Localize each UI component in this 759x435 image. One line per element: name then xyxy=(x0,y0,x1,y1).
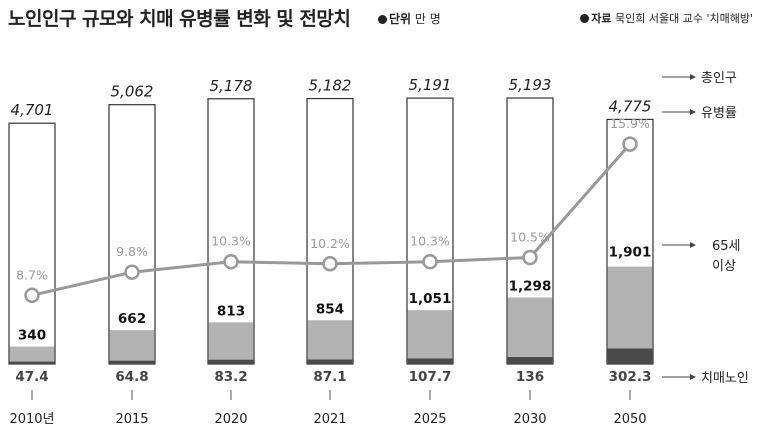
prevalence-marker xyxy=(223,253,239,270)
total-arrow-icon xyxy=(690,74,696,80)
legend-elderly-line2: 이상 xyxy=(712,259,736,274)
year-label: 2015 xyxy=(115,412,148,427)
legend-rate: 유병률 xyxy=(701,106,737,121)
total-population-label: 4,701 xyxy=(11,101,54,119)
total-population-label: 5,182 xyxy=(309,77,352,95)
prevalence-marker xyxy=(24,287,40,304)
prevalence-label: 9.8% xyxy=(116,244,148,259)
dementia-population-bar xyxy=(208,359,254,364)
dementia-population-label: 47.4 xyxy=(15,369,48,385)
prevalence-marker xyxy=(422,253,438,270)
dementia-population-bar xyxy=(9,361,55,364)
total-population-label: 5,193 xyxy=(509,76,552,94)
total-population-label: 5,178 xyxy=(210,77,253,95)
elderly-population-bar xyxy=(407,310,453,364)
total-population-label: 4,775 xyxy=(609,97,652,115)
elderly-population-label: 1,051 xyxy=(409,291,452,307)
elderly-population-label: 1,901 xyxy=(609,245,652,261)
elderly-population-bar xyxy=(307,320,353,364)
elderly-population-label: 662 xyxy=(118,311,146,327)
year-label: 2010년 xyxy=(9,412,54,427)
prevalence-label: 10.5% xyxy=(510,230,550,245)
prevalence-label: 8.7% xyxy=(16,267,48,282)
bullet-icon xyxy=(580,14,590,23)
legend-total: 총인구 xyxy=(701,71,737,86)
unit-note: 단위 만 명 xyxy=(378,10,441,27)
dementia-population-label: 107.7 xyxy=(409,369,452,385)
prevalence-marker xyxy=(522,249,538,266)
unit-value: 만 명 xyxy=(414,12,441,26)
rate-arrow-icon xyxy=(690,109,696,115)
elderly-population-bar xyxy=(9,346,55,364)
year-label: 2050 xyxy=(613,412,646,427)
elderly-population-label: 854 xyxy=(316,301,344,317)
dementia-population-bar xyxy=(607,348,653,364)
unit-label: 단위 xyxy=(389,12,412,26)
year-label: 2021 xyxy=(313,412,346,427)
year-label: 2025 xyxy=(413,412,446,427)
legend-elderly-line1: 65세 xyxy=(712,239,741,254)
total-population-label: 5,062 xyxy=(111,83,154,101)
chart-title: 노인인구 규모와 치매 유병률 변화 및 전망치 xyxy=(8,8,351,30)
source-label: 자료 xyxy=(591,12,612,25)
prevalence-line-group: 8.7% 9.8% 10.3% 10.2% 10.3% 10.5% 15.9% xyxy=(16,116,650,304)
year-label: 2020 xyxy=(214,412,247,427)
elderly-population-bar xyxy=(208,322,254,364)
source-note: 자료 묵인희 서울대 교수 '치매해방' xyxy=(580,10,753,26)
dementia-population-label: 302.3 xyxy=(609,369,652,385)
dementia-population-label: 64.8 xyxy=(115,369,148,385)
bullet-icon xyxy=(378,15,387,24)
dementia-arrow-icon xyxy=(690,374,696,380)
elderly-population-label: 340 xyxy=(18,328,46,344)
elderly-population-label: 813 xyxy=(217,303,245,319)
label-group: 4,701 340 47.4 2010년 5,062 662 64.8 2015 5,178 81… xyxy=(9,76,651,427)
elderly-population-bar xyxy=(607,266,653,364)
elderly-arrow-icon xyxy=(690,242,696,248)
prevalence-label: 10.2% xyxy=(310,236,350,251)
dementia-population-bar xyxy=(407,358,453,364)
dementia-population-bar xyxy=(307,359,353,364)
elderly-population-bar xyxy=(507,297,553,364)
prevalence-label: 10.3% xyxy=(211,234,251,249)
dementia-population-label: 83.2 xyxy=(214,369,247,385)
prevalence-label: 10.3% xyxy=(410,234,450,249)
legend-dementia: 치매노인 xyxy=(701,371,749,386)
year-label: 2030 xyxy=(513,412,546,427)
prevalence-marker xyxy=(322,256,338,272)
chart-header: 노인인구 규모와 치매 유병률 변화 및 전망치 단위 만 명 자료 묵인희 서… xyxy=(8,4,753,30)
source-value: 묵인희 서울대 교수 '치매해방' xyxy=(615,12,753,25)
dementia-population-bar xyxy=(507,357,553,364)
prevalence-marker xyxy=(622,136,638,152)
bar-group xyxy=(8,97,654,365)
dementia-population-bar xyxy=(109,360,155,364)
prevalence-label: 15.9% xyxy=(610,116,650,131)
dementia-population-label: 87.1 xyxy=(313,369,346,385)
total-population-bar xyxy=(8,122,56,365)
elderly-population-label: 1,298 xyxy=(509,279,552,295)
elderly-population-bar xyxy=(109,330,155,364)
prevalence-marker xyxy=(124,264,140,280)
dementia-population-label: 136 xyxy=(516,369,544,385)
total-population-label: 5,191 xyxy=(409,76,452,94)
